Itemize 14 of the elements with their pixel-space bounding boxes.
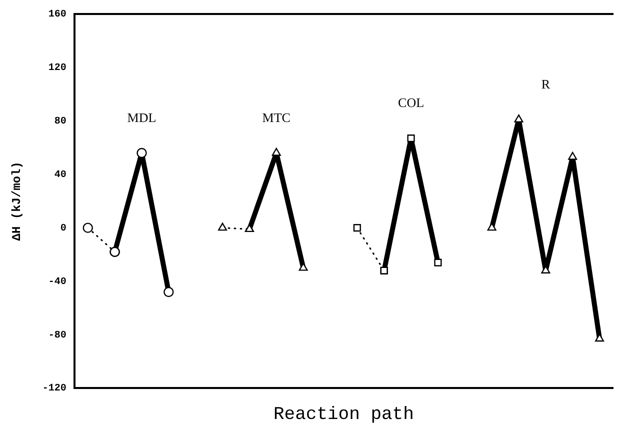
y-tick-label: -120 [42,384,66,395]
y-tick-label: 0 [60,223,66,234]
y-tick-label: 40 [54,170,66,181]
text: COL [398,95,424,110]
text: R [541,76,550,92]
text: MDL [127,110,156,125]
y-tick-label: -40 [48,276,66,288]
text: MTC [262,110,290,125]
y-tick-label: 120 [48,62,66,74]
y-tick-label: 160 [48,10,66,21]
y-axis-title: ΔH (kJ/mol) [10,161,24,241]
y-tick-label: -80 [48,330,66,342]
x-axis-title: Reaction path [273,404,414,425]
y-tick-label: 80 [54,116,66,128]
